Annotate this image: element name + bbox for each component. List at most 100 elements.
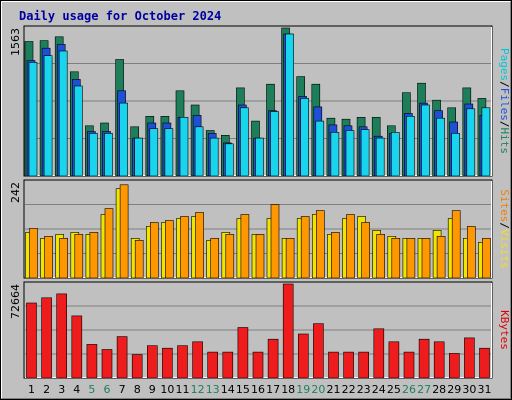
day-label-3: 3 bbox=[58, 383, 65, 396]
legend-entry: / bbox=[498, 222, 511, 229]
bar-kbytes-day-19 bbox=[297, 333, 309, 379]
series-legend: Pages/Files/Hits bbox=[498, 48, 511, 154]
bar-kbytes-day-2 bbox=[41, 297, 52, 379]
bar-pages-day-28 bbox=[436, 117, 445, 177]
bar-pages-day-2 bbox=[43, 55, 53, 177]
bar-sites-day-16 bbox=[255, 234, 265, 279]
day-label-21: 21 bbox=[327, 383, 341, 396]
chart-title: Daily usage for October 2024 bbox=[19, 9, 221, 23]
bar-kbytes-day-10 bbox=[162, 347, 173, 379]
bar-kbytes-day-28 bbox=[433, 341, 445, 379]
day-label-5: 5 bbox=[88, 383, 95, 396]
bar-sites-day-29 bbox=[451, 210, 461, 279]
bar-sites-day-23 bbox=[361, 222, 370, 279]
bar-pages-day-21 bbox=[330, 132, 340, 177]
bar-pages-day-8 bbox=[134, 137, 143, 177]
bar-pages-day-13 bbox=[209, 137, 219, 177]
day-label-25: 25 bbox=[387, 383, 401, 396]
bar-pages-day-16 bbox=[255, 137, 264, 177]
bar-sites-day-2 bbox=[44, 236, 53, 279]
bar-pages-day-1 bbox=[28, 62, 38, 177]
bar-kbytes-day-17 bbox=[267, 338, 279, 379]
day-label-15: 15 bbox=[236, 383, 250, 396]
bar-sites-day-14 bbox=[225, 234, 235, 279]
bar-sites-day-27 bbox=[421, 238, 431, 279]
bar-sites-day-10 bbox=[165, 220, 174, 279]
day-label-19: 19 bbox=[296, 383, 310, 396]
panel-kbytes: 72664 KBytes bbox=[9, 281, 511, 379]
bar-sites-day-3 bbox=[59, 238, 69, 279]
bar-kbytes-day-30 bbox=[464, 337, 475, 379]
day-label-31: 31 bbox=[478, 383, 492, 396]
day-label-7: 7 bbox=[119, 383, 126, 396]
bar-pages-day-29 bbox=[451, 133, 461, 177]
day-label-14: 14 bbox=[221, 383, 235, 396]
bar-sites-day-9 bbox=[150, 222, 159, 279]
bar-pages-day-19 bbox=[300, 98, 310, 177]
day-label-24: 24 bbox=[372, 383, 386, 396]
bar-pages-day-3 bbox=[58, 50, 68, 177]
y-max-label: 242 bbox=[9, 182, 22, 203]
bar-sites-day-12 bbox=[195, 212, 204, 279]
bar-kbytes-day-22 bbox=[343, 351, 354, 379]
bar-kbytes-day-23 bbox=[358, 351, 370, 379]
series-legend: Sites/Visits bbox=[498, 189, 511, 269]
bar-kbytes-day-3 bbox=[56, 293, 68, 379]
bar-pages-day-20 bbox=[315, 120, 325, 177]
day-label-1: 1 bbox=[28, 383, 35, 396]
bar-pages-day-26 bbox=[406, 116, 415, 177]
day-label-16: 16 bbox=[251, 383, 265, 396]
bar-kbytes-day-20 bbox=[313, 323, 324, 379]
day-label-20: 20 bbox=[311, 383, 325, 396]
bar-kbytes-day-14 bbox=[222, 351, 234, 379]
day-label-2: 2 bbox=[43, 383, 50, 396]
bar-pages-day-17 bbox=[270, 111, 279, 177]
bar-pages-day-12 bbox=[194, 126, 204, 177]
bar-kbytes-day-16 bbox=[252, 351, 264, 379]
bar-sites-day-17 bbox=[270, 204, 280, 279]
bar-pages-day-14 bbox=[225, 143, 234, 177]
bar-pages-day-18 bbox=[285, 33, 294, 177]
legend-entry: Sites bbox=[498, 189, 511, 222]
bar-pages-day-31 bbox=[481, 107, 491, 177]
day-label-4: 4 bbox=[73, 383, 80, 396]
bar-pages-day-23 bbox=[360, 129, 370, 177]
day-label-13: 13 bbox=[206, 383, 220, 396]
bar-sites-day-20 bbox=[315, 210, 325, 279]
day-labels: 1 2 3 4 5 6 7 8 9 10 11 12 13 14 15 16 17 18 19 20 21 22 23 24 2… bbox=[28, 383, 492, 396]
bar-kbytes-day-21 bbox=[328, 351, 339, 379]
day-label-8: 8 bbox=[134, 383, 141, 396]
bar-kbytes-day-4 bbox=[71, 315, 83, 379]
day-label-11: 11 bbox=[176, 383, 190, 396]
bar-sites-day-18 bbox=[285, 238, 295, 279]
bar-sites-day-26 bbox=[406, 238, 416, 279]
bar-pages-day-24 bbox=[375, 137, 385, 177]
bar-pages-day-6 bbox=[104, 133, 113, 177]
legend-entry: Visits bbox=[498, 229, 511, 269]
day-label-22: 22 bbox=[342, 383, 356, 396]
bar-kbytes-day-7 bbox=[116, 336, 128, 379]
day-label-28: 28 bbox=[432, 383, 446, 396]
bar-kbytes-day-9 bbox=[147, 345, 158, 379]
panel-pages-files-hits: 1563 Pages/Files/Hits bbox=[9, 25, 511, 177]
day-label-23: 23 bbox=[357, 383, 371, 396]
day-label-17: 17 bbox=[266, 383, 280, 396]
bar-pages-day-7 bbox=[119, 102, 128, 177]
bar-kbytes-day-8 bbox=[131, 354, 143, 379]
bar-kbytes-day-12 bbox=[192, 341, 203, 379]
bar-kbytes-day-11 bbox=[177, 345, 188, 379]
bar-kbytes-day-29 bbox=[448, 353, 460, 379]
bar-sites-day-31 bbox=[482, 238, 491, 279]
chart-panels: 1563 Pages/Files/Hits 242 Sites/Visits 72664… bbox=[9, 25, 511, 379]
bar-sites-day-13 bbox=[210, 238, 219, 279]
bar-kbytes-day-1 bbox=[26, 302, 37, 379]
bar-sites-day-7 bbox=[119, 184, 129, 279]
bar-pages-day-4 bbox=[74, 85, 83, 177]
bar-pages-day-5 bbox=[89, 133, 98, 177]
bar-sites-day-28 bbox=[436, 236, 446, 279]
bar-kbytes-day-24 bbox=[373, 328, 385, 379]
bar-kbytes-day-13 bbox=[207, 351, 218, 379]
day-label-26: 26 bbox=[402, 383, 416, 396]
y-max-label: 1563 bbox=[9, 28, 22, 56]
legend-entry: Pages bbox=[498, 48, 511, 81]
